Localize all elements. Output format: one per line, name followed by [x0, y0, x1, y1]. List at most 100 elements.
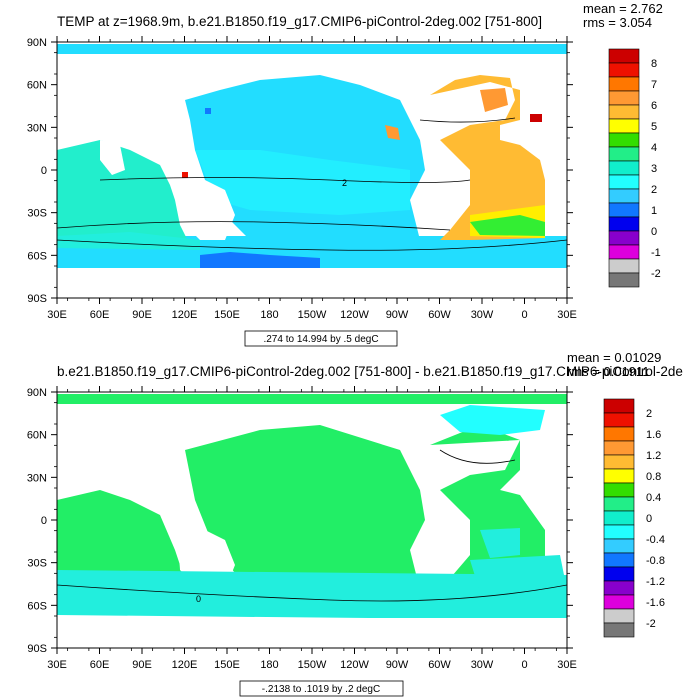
colorbar-swatch	[608, 118, 640, 134]
colorbar-label: 5	[651, 121, 657, 133]
panel-2-range-text: -.2138 to .1019 by .2 degC	[262, 684, 380, 695]
panel-2-rms: rms = 0.01911	[567, 364, 650, 379]
lon-tick-label: 30W	[471, 659, 494, 671]
colorbar-swatch	[603, 594, 635, 610]
colorbar-label: 4	[651, 142, 657, 154]
lon-tick-label: 60W	[428, 659, 451, 671]
colorbar-label: 1.2	[646, 450, 661, 462]
lon-tick-label: 90W	[386, 659, 409, 671]
lat-tick-label: 60S	[27, 600, 47, 612]
colorbar-label: 0	[646, 513, 652, 525]
lat-tick-label: 60N	[27, 80, 47, 92]
colorbar-swatch	[608, 48, 640, 64]
colorbar-swatch	[608, 104, 640, 120]
colorbar-swatch	[603, 580, 635, 596]
lon-tick-label: 180	[260, 659, 278, 671]
panel-2-colorbar: 2 1.6 1.2 0.8 0.4 0 -0.4 -0.8 -1.2 -1.6 -2	[603, 398, 665, 638]
colorbar-label: -2	[651, 268, 661, 280]
panel-2: b.e21.B1850.f19_g17.CMIP6-piControl-2deg…	[27, 350, 683, 697]
lon-tick-label: 60W	[428, 309, 451, 321]
lat-tick-label: 0	[41, 165, 47, 177]
colorbar-label: -0.8	[646, 555, 665, 567]
panel-1-colorbar: 8 7 6 5 4 3 2 1 0 -1 -2	[608, 48, 661, 288]
colorbar-swatch	[603, 412, 635, 428]
colorbar-swatch	[608, 90, 640, 106]
colorbar-label: 2	[651, 184, 657, 196]
p2-indian-ocean	[57, 490, 190, 595]
lon-tick-label: 30E	[47, 659, 67, 671]
lon-tick-label: 90E	[132, 309, 152, 321]
arctic-field	[57, 44, 567, 54]
panel-2-ticks	[51, 386, 573, 654]
colorbar-swatch	[603, 482, 635, 498]
colorbar-swatch	[608, 272, 640, 288]
lon-tick-label: 90E	[132, 659, 152, 671]
colorbar-label: 6	[651, 100, 657, 112]
colorbar-label: 1	[651, 205, 657, 217]
lat-tick-label: 90S	[27, 293, 47, 305]
panel-1-range-box	[244, 330, 398, 347]
colorbar-swatch	[608, 244, 640, 260]
lon-tick-label: 150E	[214, 309, 240, 321]
lon-tick-label: 120W	[340, 659, 369, 671]
panel-1-contour-label: 2	[342, 178, 347, 188]
panel-2-lat-labels: 90N 60N 30N 0 30S 60S 90S	[27, 387, 47, 655]
lat-tick-label: 60S	[27, 250, 47, 262]
colorbar-label: 8	[651, 58, 657, 70]
panel-1-lat-labels: 90N 60N 30N 0 30S 60S 90S	[27, 37, 47, 305]
colorbar-swatch	[608, 258, 640, 274]
lat-tick-label: 30S	[27, 208, 47, 220]
lon-tick-label: 60E	[90, 309, 110, 321]
colorbar-swatch	[608, 146, 640, 162]
panel-2-map: 0	[57, 392, 567, 648]
lon-tick-label: 30W	[471, 309, 494, 321]
colorbar-swatch	[603, 524, 635, 540]
lat-tick-label: 90N	[27, 37, 47, 49]
lon-tick-label: 120E	[172, 659, 198, 671]
colorbar-label: -2	[646, 618, 656, 630]
colorbar-label: -1.2	[646, 576, 665, 588]
colorbar-label: -0.4	[646, 534, 665, 546]
lon-tick-label: 120E	[172, 309, 198, 321]
lat-tick-label: 30S	[27, 558, 47, 570]
colorbar-label: 1.6	[646, 429, 661, 441]
colorbar-swatch	[603, 510, 635, 526]
panel-1-title: TEMP at z=1968.9m, b.e21.B1850.f19_g17.C…	[57, 14, 542, 29]
panel-2-lon-labels: 30E 60E 90E 120E 150E 180 150W 120W 90W 60W 30W 0 30…	[47, 659, 577, 671]
lon-tick-label: 0	[521, 309, 527, 321]
colorbar-label: -1.6	[646, 597, 665, 609]
panel-1-lon-labels: 30E 60E 90E 120E 150E 180 150W 120W 90W 60W 30W 0 30…	[47, 309, 577, 321]
lon-tick-label: 180	[260, 309, 278, 321]
lat-tick-label: 30N	[27, 472, 47, 484]
panel-2-contour-label: 0	[196, 594, 201, 604]
panel-2-title: b.e21.B1850.f19_g17.CMIP6-piControl-2deg…	[57, 364, 683, 379]
colorbar-swatch	[603, 496, 635, 512]
colorbar-swatch	[603, 398, 635, 414]
lon-tick-label: 90W	[386, 309, 409, 321]
colorbar-swatch	[608, 76, 640, 92]
lon-tick-label: 30E	[47, 309, 67, 321]
colorbar-label: 3	[651, 163, 657, 175]
lon-tick-label: 60E	[90, 659, 110, 671]
lat-tick-label: 90S	[27, 643, 47, 655]
panel-2-mean: mean = 0.01029	[567, 350, 661, 365]
atlantic-field	[430, 75, 545, 240]
panel-1-ticks	[51, 36, 573, 304]
lon-tick-label: 120W	[340, 309, 369, 321]
p2-pacific	[185, 425, 425, 590]
colorbar-swatch	[603, 426, 635, 442]
colorbar-swatch	[608, 188, 640, 204]
colorbar-swatch	[603, 622, 635, 638]
colorbar-swatch	[608, 160, 640, 176]
lon-tick-label: 0	[521, 659, 527, 671]
panel-1: TEMP at z=1968.9m, b.e21.B1850.f19_g17.C…	[27, 1, 663, 347]
colorbar-swatch	[608, 174, 640, 190]
panel-1-range-text: .274 to 14.994 by .5 degC	[263, 334, 378, 345]
colorbar-label: -1	[651, 247, 661, 259]
colorbar-swatch	[603, 566, 635, 582]
colorbar-label: 0.4	[646, 492, 661, 504]
panel-2-range-box	[239, 680, 404, 697]
colorbar-swatch	[608, 132, 640, 148]
colorbar-swatch	[603, 440, 635, 456]
colorbar-label: 2	[646, 408, 652, 420]
